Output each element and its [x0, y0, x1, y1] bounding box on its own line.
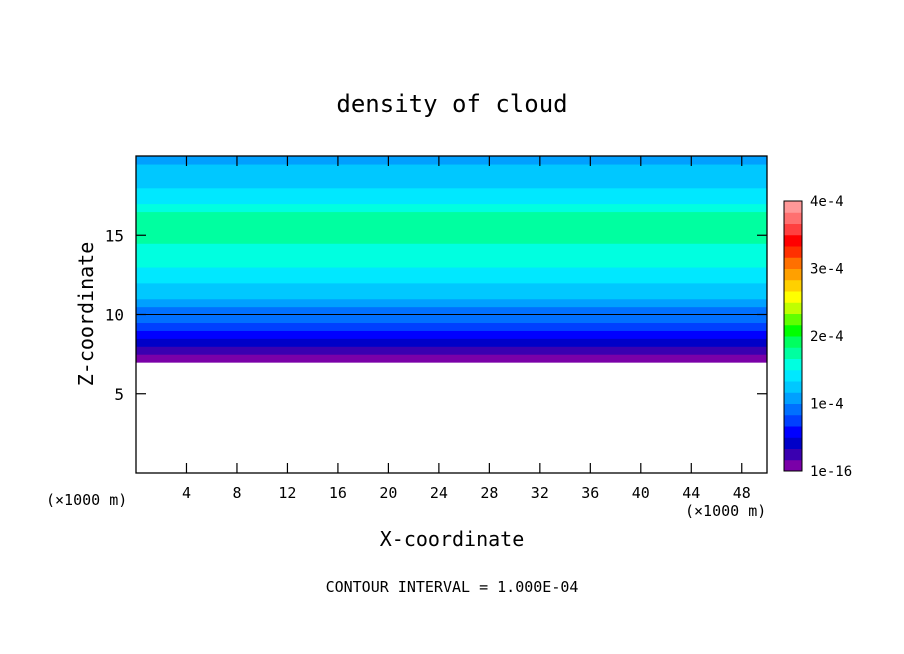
- colorbar-swatch: [784, 246, 802, 258]
- x-tick-label: 12: [278, 484, 296, 502]
- density-band: [136, 290, 767, 300]
- x-tick-label: 16: [329, 484, 347, 502]
- density-band: [136, 156, 767, 165]
- x-tick-label: 20: [379, 484, 397, 502]
- density-band: [136, 203, 767, 213]
- colorbar-swatch: [784, 403, 802, 416]
- colorbar-swatch: [784, 302, 802, 314]
- x-tick-label: 8: [232, 484, 241, 502]
- density-band: [136, 219, 767, 244]
- density-band: [136, 298, 767, 308]
- colorbar-swatch: [784, 313, 802, 326]
- x-axis-ticks: 4 8 12 16 20 24 28 32 36 40 44 48: [182, 156, 751, 502]
- x-tick-label: 48: [733, 484, 751, 502]
- colorbar-swatch: [784, 369, 802, 382]
- colorbar-swatch: [784, 257, 802, 269]
- density-band: [136, 211, 767, 220]
- y-axis-ticks: 5 10 15: [105, 226, 767, 404]
- colorbar-ticks: 1e-16 1e-4 2e-4 3e-4 4e-4: [810, 194, 852, 480]
- density-band: [136, 322, 767, 331]
- y-tick-label: 5: [114, 385, 124, 404]
- colorbar: [783, 200, 803, 472]
- colorbar-swatch: [784, 347, 802, 359]
- density-band: [136, 282, 767, 292]
- colorbar-frame: [783, 200, 803, 472]
- colorbar-swatch: [784, 201, 802, 213]
- colorbar-swatch: [784, 426, 802, 438]
- colorbar-swatch: [784, 414, 802, 427]
- colorbar-swatch: [784, 459, 802, 472]
- density-band: [136, 259, 767, 268]
- colorbar-swatch: [784, 279, 802, 292]
- y-tick-label: 10: [105, 306, 124, 325]
- colorbar-tick-label: 1e-16: [810, 464, 852, 480]
- colorbar-swatch: [784, 448, 802, 461]
- colorbar-swatch: [784, 223, 802, 236]
- colorbar-swatch: [784, 392, 802, 404]
- x-unit-label: (×1000 m): [685, 502, 766, 520]
- x-tick-label: 44: [682, 484, 700, 502]
- density-band: [136, 187, 767, 197]
- colorbar-swatch: [784, 336, 802, 348]
- density-band: [136, 306, 767, 316]
- x-tick-label: 28: [480, 484, 498, 502]
- colorbar-swatch: [784, 324, 802, 337]
- y-tick-label: 15: [105, 226, 124, 245]
- colorbar-swatch: [784, 234, 802, 247]
- colorbar-tick-label: 1e-4: [810, 397, 844, 413]
- density-band: [136, 266, 767, 276]
- colorbar-tick-label: 2e-4: [810, 329, 844, 345]
- density-band: [136, 354, 767, 363]
- cloud-density-field: [136, 156, 767, 363]
- density-band: [136, 243, 767, 260]
- contour-interval-note: CONTOUR INTERVAL = 1.000E-04: [326, 578, 579, 596]
- density-band: [136, 338, 767, 347]
- colorbar-swatch: [784, 291, 802, 303]
- density-band: [136, 330, 767, 339]
- colorbar-swatch: [784, 381, 802, 393]
- density-band: [136, 346, 767, 355]
- x-tick-label: 40: [632, 484, 650, 502]
- y-unit-label: (×1000 m): [46, 491, 127, 509]
- colorbar-swatch: [784, 212, 802, 224]
- x-tick-label: 36: [581, 484, 599, 502]
- x-tick-label: 24: [430, 484, 448, 502]
- density-band: [136, 195, 767, 205]
- x-tick-label: 4: [182, 484, 191, 502]
- colorbar-swatch: [784, 437, 802, 449]
- chart-title: density of cloud: [336, 90, 567, 118]
- x-tick-label: 32: [531, 484, 549, 502]
- density-band: [136, 274, 767, 284]
- density-band: [136, 163, 767, 181]
- density-band: [136, 314, 767, 324]
- colorbar-swatch: [784, 268, 802, 281]
- colorbar-tick-label: 3e-4: [810, 262, 844, 278]
- colorbar-tick-label: 4e-4: [810, 194, 844, 210]
- x-axis-label: X-coordinate: [380, 527, 525, 551]
- colorbar-swatch: [784, 358, 802, 371]
- y-axis-label: Z-coordinate: [74, 242, 98, 387]
- density-band: [136, 179, 767, 189]
